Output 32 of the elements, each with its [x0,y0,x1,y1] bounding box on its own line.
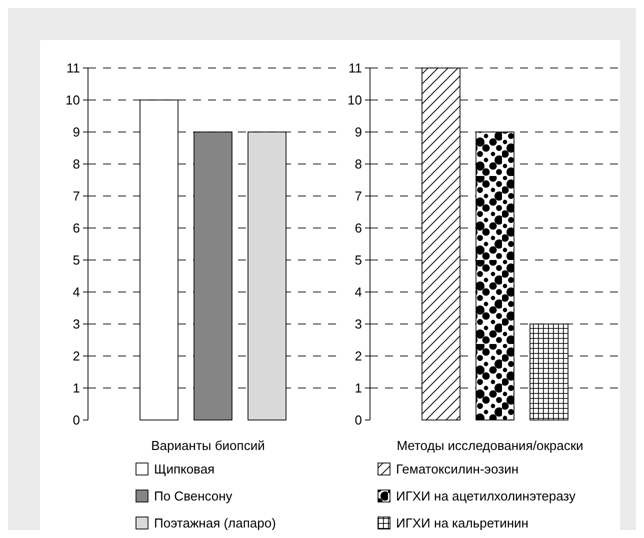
y-tick-label: 0 [354,412,362,428]
y-tick-label: 9 [72,124,80,140]
y-tick-label: 2 [72,348,80,364]
y-tick-label: 10 [348,92,362,108]
legend-label: Поэтажная (лапаро) [154,516,276,531]
y-tick-label: 3 [72,316,80,332]
y-tick-label: 7 [354,188,362,204]
x-axis-title: Варианты биопсий [151,438,265,453]
y-tick-label: 3 [354,316,362,332]
y-tick-label: 4 [354,284,362,300]
y-tick-label: 11 [66,60,80,76]
y-tick-label: 1 [354,380,362,396]
legend-label: ИГХИ на ацетилхолинэтеразу [396,488,576,504]
legend-label: Гематоксилин-эозин [396,462,519,477]
x-axis-title: Методы исследования/окраски [396,438,584,453]
y-tick-label: 9 [354,124,362,140]
y-tick-label: 7 [72,188,80,204]
y-tick-label: 11 [348,60,362,76]
y-tick-label: 10 [66,92,80,108]
y-tick-label: 5 [72,252,80,268]
y-tick-label: 2 [354,348,362,364]
y-tick-label: 8 [354,156,362,172]
legend-label: Щипковая [154,462,215,477]
legend-label: По Свенсону [154,488,233,504]
y-tick-label: 5 [354,252,362,268]
y-tick-label: 1 [72,380,80,396]
y-tick-label: 0 [72,412,80,428]
y-tick-label: 6 [354,220,362,236]
y-tick-label: 4 [72,284,80,300]
y-tick-label: 8 [72,156,80,172]
y-tick-label: 6 [72,220,80,236]
legend-label: ИГХИ на кальретинин [396,516,528,531]
